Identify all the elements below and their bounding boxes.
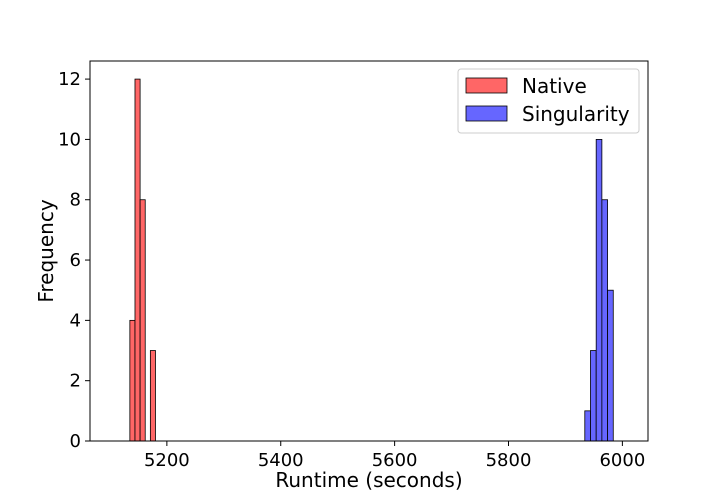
bar-native-2 (139, 199, 146, 442)
y-axis: 0 2 4 6 8 10 12 (58, 69, 90, 452)
bar-singularity-3 (601, 199, 608, 442)
y-tick-label: 0 (70, 431, 81, 452)
bar-singularity-2 (595, 139, 603, 442)
x-tick-label: 5200 (144, 450, 190, 471)
histogram-bars (129, 78, 614, 442)
y-axis-label: Frequency (34, 199, 58, 302)
x-tick-label: 5600 (372, 450, 418, 471)
bar-singularity-1 (590, 350, 597, 442)
y-tick-label: 10 (58, 129, 81, 150)
x-axis: 5200 5400 5600 5800 6000 (144, 441, 645, 471)
legend-swatch-native (465, 77, 508, 94)
bar-native-4 (149, 350, 156, 442)
x-tick-label: 6000 (599, 450, 645, 471)
y-tick-label: 2 (70, 371, 81, 392)
legend-swatch-singularity (465, 105, 508, 122)
y-tick-label: 12 (58, 69, 81, 90)
y-tick-label: 4 (70, 310, 81, 331)
y-tick-label: 8 (70, 190, 81, 211)
legend-label-singularity: Singularity (522, 102, 630, 126)
x-tick-label: 5800 (486, 450, 532, 471)
bar-singularity-4 (607, 289, 614, 442)
bar-native-0 (129, 319, 136, 442)
bar-singularity-0 (584, 410, 591, 442)
legend-label-native: Native (522, 74, 587, 98)
x-axis-label: Runtime (seconds) (275, 468, 462, 492)
plot-area-frame (89, 60, 649, 442)
bar-native-1 (134, 78, 141, 442)
legend: Native Singularity (457, 68, 640, 134)
y-tick-label: 6 (70, 250, 81, 271)
x-tick-label: 5400 (258, 450, 304, 471)
